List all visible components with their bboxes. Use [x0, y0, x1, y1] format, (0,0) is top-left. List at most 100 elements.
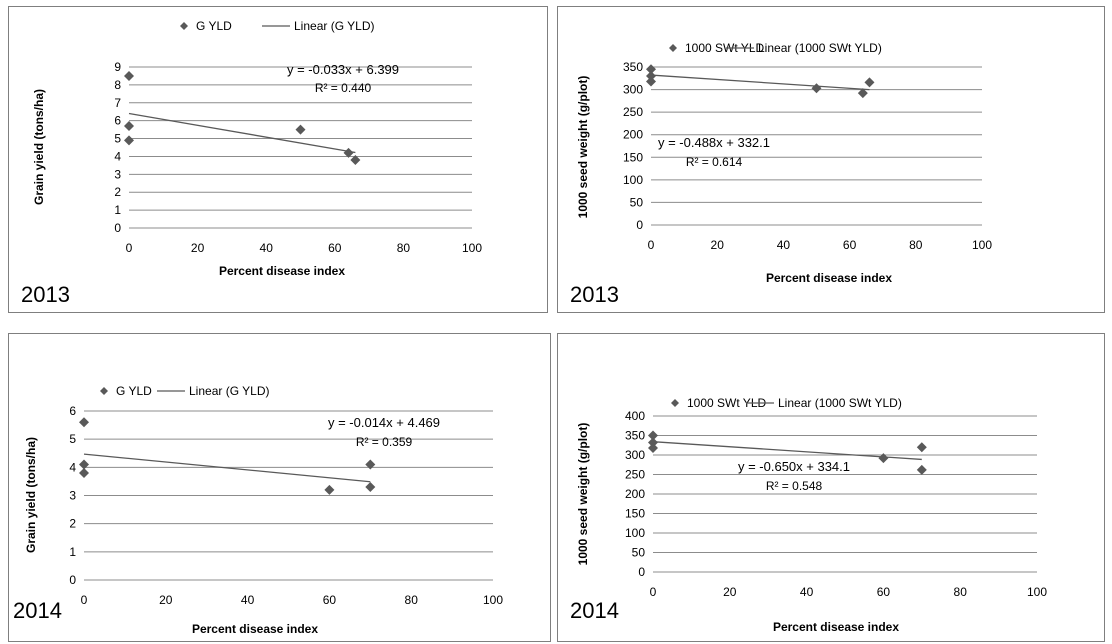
trendline	[83, 453, 371, 483]
data-point	[646, 71, 656, 82]
data-point	[343, 147, 354, 158]
y-tick-label: 3	[114, 167, 121, 181]
data-point	[646, 64, 656, 75]
y-tick-label: 50	[632, 546, 646, 560]
x-tick-label: 80	[397, 241, 411, 255]
x-tick-label: 80	[954, 585, 968, 599]
legend-label: G YLD	[116, 384, 152, 398]
y-tick-label: 1	[69, 545, 76, 559]
y-axis-title: Grain yield (tons/ha)	[32, 89, 46, 205]
x-tick-label: 100	[462, 241, 482, 255]
trendline	[128, 112, 356, 154]
y-tick-label: 200	[625, 487, 645, 501]
y-tick-label: 5	[69, 432, 76, 446]
y-tick-label: 0	[69, 573, 76, 587]
year-label: 2013	[21, 282, 70, 307]
data-point	[857, 88, 868, 99]
data-point	[79, 467, 89, 478]
data-point	[365, 482, 376, 493]
y-tick-label: 0	[114, 221, 121, 235]
y-tick-label: 2	[69, 517, 76, 531]
y-tick-label: 200	[623, 128, 643, 142]
x-tick-label: 100	[1027, 585, 1047, 599]
x-tick-label: 20	[159, 593, 173, 607]
y-tick-label: 5	[114, 132, 121, 146]
data-point	[324, 484, 335, 495]
x-tick-label: 60	[843, 238, 857, 252]
data-point	[646, 76, 656, 87]
data-point	[648, 430, 658, 441]
x-axis-title: Percent disease index	[766, 271, 892, 285]
y-tick-label: 300	[625, 448, 645, 462]
y-tick-label: 3	[69, 489, 76, 503]
y-tick-label: 6	[69, 404, 76, 418]
x-tick-label: 100	[483, 593, 503, 607]
data-point	[648, 437, 658, 448]
x-tick-label: 60	[328, 241, 342, 255]
legend-label: Linear (1000 SWt YLD)	[778, 396, 902, 410]
x-axis-title: Percent disease index	[219, 264, 345, 278]
x-tick-label: 20	[711, 238, 725, 252]
y-tick-label: 400	[625, 409, 645, 423]
x-tick-label: 0	[126, 241, 133, 255]
y-tick-label: 250	[625, 468, 645, 482]
y-tick-label: 0	[636, 218, 643, 232]
data-point	[295, 124, 306, 135]
chart-panel-seed-weight-2013: 0 50 100 150 200 250 300 350 0 20 40 60 80 100 Percent…	[557, 6, 1105, 313]
legend-label: Linear (G YLD)	[189, 384, 269, 398]
y-tick-label: 4	[114, 149, 121, 163]
y-tick-label: 150	[625, 507, 645, 521]
y-axis-title: 1000 seed weight (g/plot)	[576, 76, 590, 219]
year-label: 2013	[570, 282, 619, 307]
data-point	[811, 83, 822, 94]
y-tick-label: 100	[623, 173, 643, 187]
data-point	[124, 135, 134, 146]
y-tick-label: 4	[69, 460, 76, 474]
trend-equation: y = -0.650x + 334.1	[738, 459, 850, 474]
y-tick-label: 150	[623, 150, 643, 164]
chart-panel-grain-yield-2013: 0 1 2 3 4 5 6 7 8 9 0 20 40 60 80 100 Percent disease in…	[8, 6, 548, 313]
trend-r-squared: R² = 0.548	[766, 479, 823, 493]
x-tick-label: 40	[260, 241, 274, 255]
x-tick-label: 0	[81, 593, 88, 607]
legend-marker	[180, 22, 188, 30]
x-tick-label: 20	[191, 241, 205, 255]
x-axis-title: Percent disease index	[192, 622, 318, 636]
data-point	[365, 459, 376, 470]
data-point	[878, 453, 889, 464]
x-tick-label: 40	[800, 585, 814, 599]
x-tick-label: 80	[405, 593, 419, 607]
chart-panel-seed-weight-2014: 0 50 100 150 200 250 300 350 400 0 20 40 60 80 100 Perc…	[557, 333, 1105, 642]
x-tick-label: 40	[777, 238, 791, 252]
x-tick-label: 80	[909, 238, 923, 252]
y-tick-label: 50	[630, 195, 644, 209]
y-axis-title: 1000 seed weight (g/plot)	[576, 423, 590, 566]
legend-label: Linear (G YLD)	[294, 19, 374, 33]
data-point	[916, 464, 927, 475]
y-tick-label: 0	[638, 565, 645, 579]
y-tick-label: 8	[114, 78, 121, 92]
data-point	[124, 70, 134, 81]
trend-r-squared: R² = 0.440	[315, 81, 372, 95]
y-tick-label: 7	[114, 96, 121, 110]
y-tick-label: 2	[114, 185, 121, 199]
x-tick-label: 20	[723, 585, 737, 599]
data-point	[648, 442, 658, 453]
y-tick-label: 6	[114, 114, 121, 128]
y-tick-label: 9	[114, 60, 121, 74]
x-tick-label: 100	[972, 238, 992, 252]
trend-equation: y = -0.014x + 4.469	[328, 415, 440, 430]
data-point	[864, 77, 875, 88]
chart-svg: 0 50 100 150 200 250 300 350 400 0 20 40 60 80 100 Perc…	[576, 396, 1047, 634]
chart-svg: 0 50 100 150 200 250 300 350 0 20 40 60 80 100 Percent…	[576, 41, 992, 285]
y-axis-title: Grain yield (tons/ha)	[24, 437, 38, 553]
data-point	[124, 121, 134, 132]
legend-label: Linear (1000 SWt YLD)	[758, 41, 882, 55]
legend-marker	[669, 44, 677, 52]
trend-r-squared: R² = 0.614	[686, 155, 743, 169]
legend-label: 1000 SWt YLD	[687, 396, 766, 410]
trend-equation: y = -0.033x + 6.399	[287, 62, 399, 77]
y-tick-label: 350	[625, 429, 645, 443]
legend-label: G YLD	[196, 19, 232, 33]
